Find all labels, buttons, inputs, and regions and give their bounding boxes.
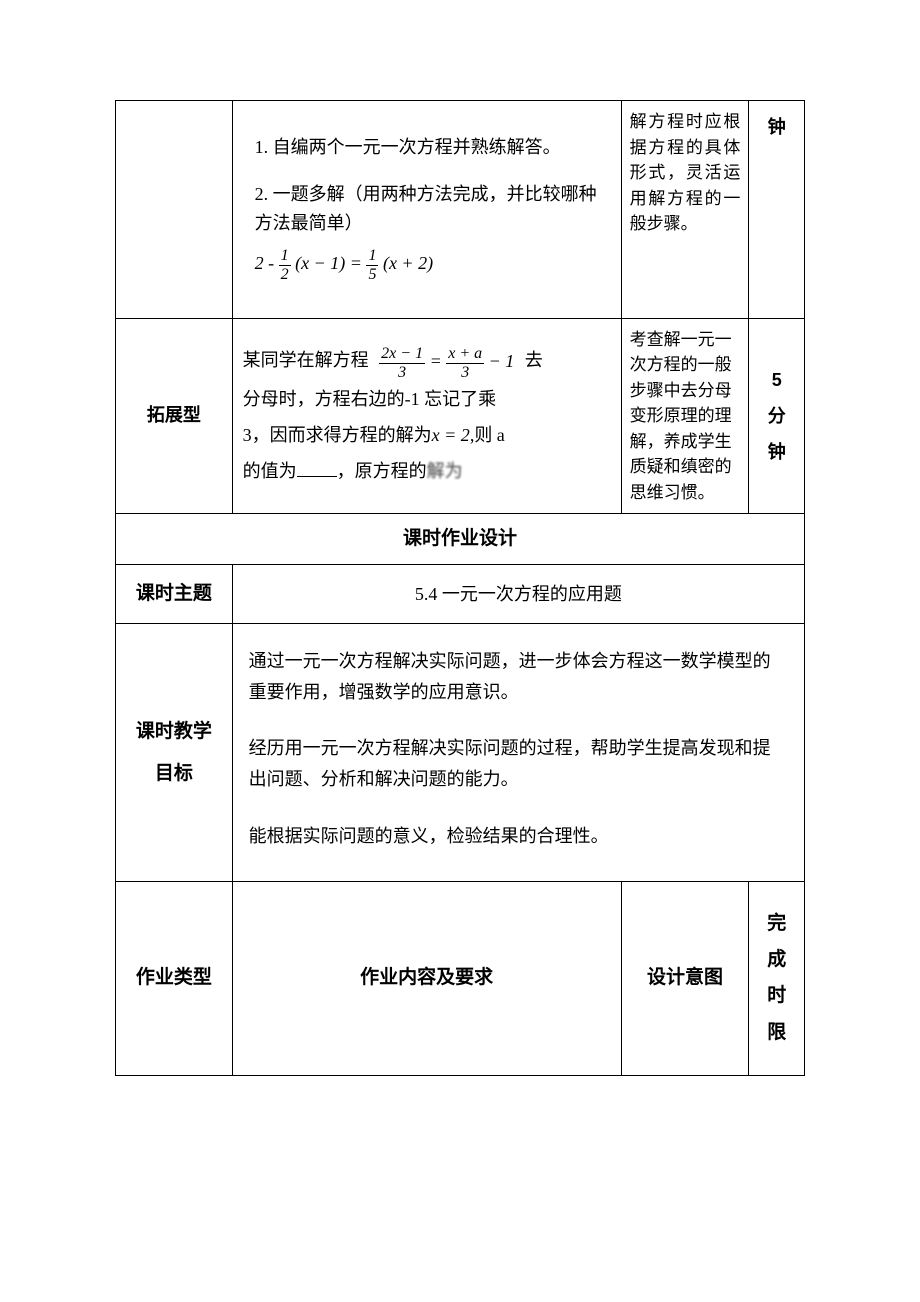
header-time: 完 成 时 限 [749, 882, 805, 1075]
blank-underline [297, 459, 337, 477]
text-part: 去 [525, 350, 543, 370]
section-title: 课时作业设计 [116, 514, 805, 565]
topic-label: 课时主题 [116, 565, 233, 624]
numerator: x + a [446, 345, 484, 364]
denominator: 3 [379, 364, 425, 382]
table-row: 1. 自编两个一元一次方程并熟练解答。 2. 一题多解（用两种方法完成，并比较哪… [116, 101, 805, 319]
equation-2: 2x − 1 3 = x + a 3 − 1 [379, 343, 514, 381]
text-part: 分母时，方程右边的-1 忘记了乘 [243, 381, 611, 417]
numerator: 2x − 1 [379, 345, 425, 364]
text-blurred: 解为 [427, 461, 463, 481]
numerator: 1 [279, 247, 291, 266]
type-cell-empty [116, 101, 233, 319]
problem-2-text: 2. 一题多解（用两种方法完成，并比较哪种方法最简单） [255, 180, 599, 238]
time-cell-1: 钟 [749, 101, 805, 319]
column-headers-row: 作业类型 作业内容及要求 设计意图 完 成 时 限 [116, 882, 805, 1075]
intent-cell-1: 解方程时应根据方程的具体形式，灵活运用解方程的一般步骤。 [621, 101, 749, 319]
type-cell-extension: 拓展型 [116, 318, 233, 514]
numerator: 1 [366, 247, 378, 266]
text-part: 3，因而求得方程的解为 [243, 425, 432, 445]
fraction: 1 5 [366, 247, 378, 283]
eq-part: 2 - [255, 254, 275, 274]
section-header-row: 课时作业设计 [116, 514, 805, 565]
content-cell-2: 某同学在解方程 2x − 1 3 = x + a 3 − 1 去 分母时，方程右… [232, 318, 621, 514]
topic-value: 5.4 一元一次方程的应用题 [232, 565, 804, 624]
eq-inline: x = 2 [432, 425, 470, 445]
goals-row: 课时教学 目标 通过一元一次方程解决实际问题，进一步体会方程这一数学模型的重要作… [116, 624, 805, 882]
content-cell-1: 1. 自编两个一元一次方程并熟练解答。 2. 一题多解（用两种方法完成，并比较哪… [232, 101, 621, 319]
eq-part: (x + 2) [383, 254, 433, 274]
eq-part: = [430, 351, 442, 371]
text-part: ,则 a [470, 425, 505, 445]
fraction: x + a 3 [446, 345, 484, 381]
goal-paragraph: 经历用一元一次方程解决实际问题的过程，帮助学生提高发现和提出问题、分析和解决问题… [249, 733, 788, 794]
eq-part: − 1 [489, 351, 515, 371]
denominator: 3 [446, 364, 484, 382]
denominator: 5 [366, 266, 378, 284]
denominator: 2 [279, 266, 291, 284]
equation-1: 2 - 1 2 (x − 1) = 1 5 (x + 2) [255, 247, 599, 283]
text-part: ，原方程的 [337, 461, 427, 481]
table-row: 拓展型 某同学在解方程 2x − 1 3 = x + a 3 − 1 去 [116, 318, 805, 514]
lesson-plan-table: 1. 自编两个一元一次方程并熟练解答。 2. 一题多解（用两种方法完成，并比较哪… [115, 100, 805, 1076]
text-part: 的值为 [243, 461, 297, 481]
topic-row: 课时主题 5.4 一元一次方程的应用题 [116, 565, 805, 624]
text-part: 某同学在解方程 [243, 350, 369, 370]
header-intent: 设计意图 [621, 882, 749, 1075]
fraction: 1 2 [279, 247, 291, 283]
goal-paragraph: 通过一元一次方程解决实际问题，进一步体会方程这一数学模型的重要作用，增强数学的应… [249, 646, 788, 707]
header-content: 作业内容及要求 [232, 882, 621, 1075]
goals-label: 课时教学 目标 [116, 624, 233, 882]
intent-text: 解方程时应根据方程的具体形式，灵活运用解方程的一般步骤。 [630, 109, 741, 237]
problem-1-text: 1. 自编两个一元一次方程并熟练解答。 [255, 133, 599, 162]
intent-cell-2: 考查解一元一次方程的一般步骤中去分母变形原理的理解，养成学生质疑和缜密的思维习惯… [621, 318, 749, 514]
time-cell-2: 5 分 钟 [749, 318, 805, 514]
header-type: 作业类型 [116, 882, 233, 1075]
goal-paragraph: 能根据实际问题的意义，检验结果的合理性。 [249, 821, 788, 852]
goals-content: 通过一元一次方程解决实际问题，进一步体会方程这一数学模型的重要作用，增强数学的应… [232, 624, 804, 882]
eq-part: (x − 1) = [295, 254, 362, 274]
fraction: 2x − 1 3 [379, 345, 425, 381]
